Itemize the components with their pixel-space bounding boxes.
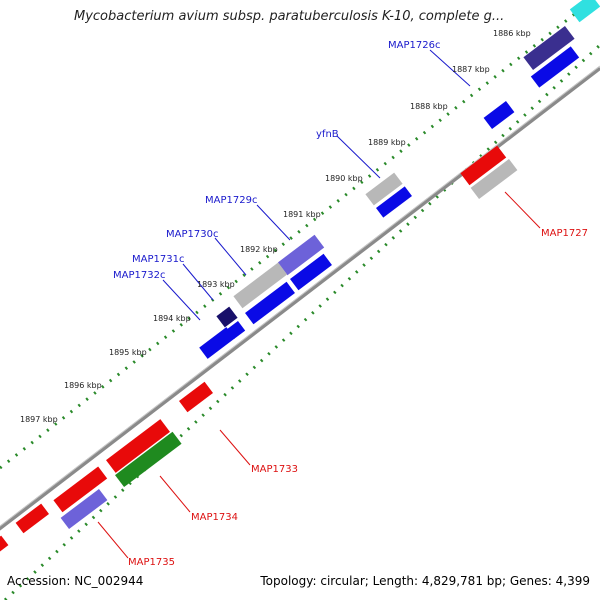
tick-label: 1896 kbp	[64, 381, 102, 390]
gene-label-MAP1727[interactable]: MAP1727	[541, 228, 588, 239]
gene-label-MAP1726c[interactable]: MAP1726c	[388, 40, 440, 51]
tick-label: 1895 kbp	[109, 348, 147, 357]
gene-label-MAP1731c[interactable]: MAP1731c	[132, 254, 184, 265]
feature-MAP1726c-block[interactable]	[523, 25, 575, 71]
tick-label: 1893 kbp	[197, 280, 235, 289]
feature-red-2[interactable]	[53, 466, 108, 513]
feature-blue-1[interactable]	[530, 46, 580, 88]
tick-label: 1892 kbp	[240, 245, 278, 254]
tick-label: 1886 kbp	[493, 29, 531, 38]
feature-MAP1735-block[interactable]	[60, 488, 108, 530]
backbone-line-highlight	[0, 65, 600, 527]
reverse-strand-features	[0, 145, 518, 553]
forward-strand-features	[199, 0, 600, 359]
accession-label: Accession: NC_002944	[7, 574, 144, 588]
feature-MAP1731c-navy[interactable]	[216, 306, 238, 328]
gene-label-MAP1732c[interactable]: MAP1732c	[113, 270, 165, 281]
feature-yfnB-grey[interactable]	[365, 172, 403, 206]
kbp-tick-labels: 1886 kbp 1887 kbp 1888 kbp 1889 kbp 1890…	[20, 29, 531, 424]
map-title: Mycobacterium avium subsp. paratuberculo…	[74, 9, 505, 24]
inner-tick-track	[3, 43, 600, 600]
tick-label: 1887 kbp	[452, 65, 490, 74]
feature-MAP1732c-blue[interactable]	[199, 327, 235, 359]
tick-label: 1897 kbp	[20, 415, 58, 424]
feature-blue-5[interactable]	[245, 281, 295, 325]
feature-MAP1730c-grey[interactable]	[233, 262, 288, 309]
feature-cyan[interactable]	[569, 0, 600, 23]
tick-label: 1890 kbp	[325, 174, 363, 183]
tick-label: 1888 kbp	[410, 102, 448, 111]
outer-tick-track	[0, 0, 595, 470]
backbone-line	[0, 66, 600, 531]
feature-MAP1733-red[interactable]	[106, 419, 170, 473]
feature-MAP1727-red[interactable]	[460, 145, 507, 186]
genome-summary: Topology: circular; Length: 4,829,781 bp…	[260, 574, 590, 588]
tick-label: 1889 kbp	[368, 138, 406, 147]
feature-blue-3[interactable]	[376, 186, 412, 218]
tick-label: 1894 kbp	[153, 314, 191, 323]
label-leader-lines-reverse	[97, 191, 541, 559]
gene-labels: MAP1726c yfnB MAP1729c MAP1730c MAP1731c…	[113, 40, 588, 568]
gene-label-MAP1730c[interactable]: MAP1730c	[166, 229, 218, 240]
feature-MAP1727-grey[interactable]	[470, 158, 518, 200]
feature-red-3[interactable]	[15, 503, 49, 534]
feature-blue-2[interactable]	[483, 100, 515, 130]
feature-red-1[interactable]	[179, 381, 213, 413]
gene-label-MAP1729c[interactable]: MAP1729c	[205, 195, 257, 206]
feature-blue-4[interactable]	[290, 253, 332, 291]
gene-label-MAP1733[interactable]: MAP1733	[251, 464, 298, 475]
tick-label: 1891 kbp	[283, 210, 321, 219]
feature-red-4[interactable]	[0, 535, 9, 553]
gene-label-MAP1735[interactable]: MAP1735	[128, 557, 175, 568]
feature-MAP1729c-block[interactable]	[277, 234, 325, 276]
label-leader-lines	[162, 49, 471, 321]
gene-label-yfnB[interactable]: yfnB	[316, 129, 339, 140]
gene-label-MAP1734[interactable]: MAP1734	[191, 512, 238, 523]
feature-MAP1734-green[interactable]	[115, 431, 182, 488]
